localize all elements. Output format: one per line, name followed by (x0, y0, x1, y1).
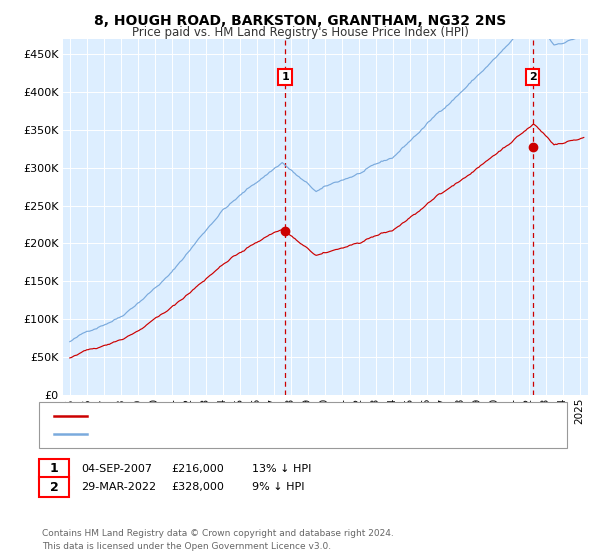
Text: 2: 2 (50, 480, 58, 494)
Text: 1: 1 (281, 72, 289, 82)
Text: 04-SEP-2007: 04-SEP-2007 (81, 464, 152, 474)
Text: 29-MAR-2022: 29-MAR-2022 (81, 482, 156, 492)
Text: £328,000: £328,000 (171, 482, 224, 492)
Text: 13% ↓ HPI: 13% ↓ HPI (252, 464, 311, 474)
Text: £216,000: £216,000 (171, 464, 224, 474)
Text: 1: 1 (50, 462, 58, 475)
Text: HPI: Average price, detached house, South Kesteven: HPI: Average price, detached house, Sout… (94, 429, 368, 439)
Text: 9% ↓ HPI: 9% ↓ HPI (252, 482, 305, 492)
Text: 8, HOUGH ROAD, BARKSTON, GRANTHAM, NG32 2NS: 8, HOUGH ROAD, BARKSTON, GRANTHAM, NG32 … (94, 14, 506, 28)
Text: 2: 2 (529, 72, 536, 82)
Text: 8, HOUGH ROAD, BARKSTON, GRANTHAM, NG32 2NS (detached house): 8, HOUGH ROAD, BARKSTON, GRANTHAM, NG32 … (94, 411, 466, 421)
Text: Contains HM Land Registry data © Crown copyright and database right 2024.
This d: Contains HM Land Registry data © Crown c… (42, 529, 394, 550)
Text: Price paid vs. HM Land Registry's House Price Index (HPI): Price paid vs. HM Land Registry's House … (131, 26, 469, 39)
